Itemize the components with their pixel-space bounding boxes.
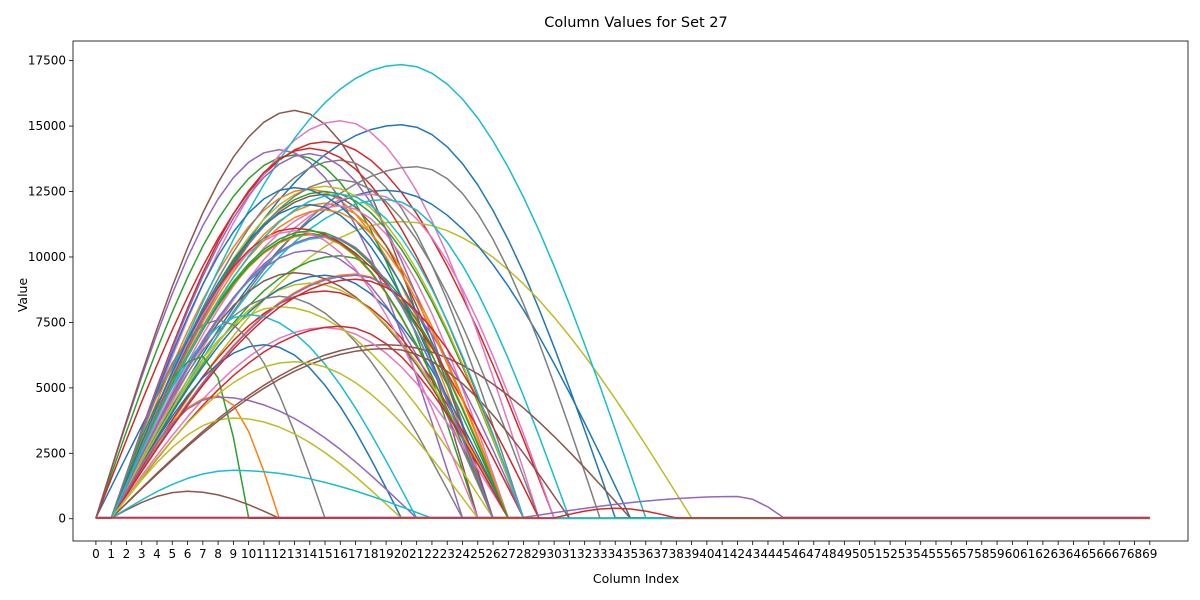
x-tick-label: 23 [440, 547, 455, 561]
x-tick-label: 67 [1112, 547, 1127, 561]
x-tick-label: 36 [638, 547, 653, 561]
x-tick-label: 56 [944, 547, 959, 561]
x-tick-label: 0 [92, 547, 100, 561]
x-tick-label: 44 [760, 547, 775, 561]
y-tick-label: 15000 [28, 119, 66, 133]
x-tick-label: 28 [516, 547, 531, 561]
series-layer [95, 63, 1150, 520]
x-tick-label: 25 [470, 547, 485, 561]
x-tick-label: 26 [485, 547, 500, 561]
y-tick-label: 2500 [35, 446, 66, 460]
x-tick-label: 53 [898, 547, 913, 561]
x-tick-label: 46 [791, 547, 806, 561]
x-tick-label: 65 [1081, 547, 1096, 561]
x-tick-label: 11 [256, 547, 271, 561]
series-line [95, 507, 1150, 519]
x-tick-label: 29 [531, 547, 546, 561]
y-axis: 0 2500 5000 7500 10000 12500 15000 17500 [28, 54, 73, 526]
x-tick-label: 69 [1142, 547, 1157, 561]
x-tick-label: 6 [184, 547, 192, 561]
y-tick-label: 5000 [35, 381, 66, 395]
x-tick-label: 42 [730, 547, 745, 561]
x-tick-label: 62 [1035, 547, 1050, 561]
x-tick-label: 55 [928, 547, 943, 561]
x-tick-label: 43 [745, 547, 760, 561]
x-tick-label: 50 [852, 547, 867, 561]
y-axis-label: Value [15, 278, 30, 313]
x-tick-label: 9 [230, 547, 238, 561]
x-tick-label: 33 [592, 547, 607, 561]
x-axis-label: Column Index [593, 571, 679, 586]
x-tick-label: 39 [684, 547, 699, 561]
x-tick-label: 19 [378, 547, 393, 561]
x-tick-label: 15 [317, 547, 332, 561]
y-tick-label: 10000 [28, 250, 66, 264]
x-tick-label: 30 [546, 547, 561, 561]
x-tick-label: 61 [1020, 547, 1035, 561]
x-tick-label: 24 [455, 547, 470, 561]
x-tick-label: 38 [669, 547, 684, 561]
x-tick-label: 4 [153, 547, 161, 561]
x-tick-label: 41 [715, 547, 730, 561]
x-tick-label: 27 [501, 547, 516, 561]
y-tick-label: 7500 [35, 315, 66, 329]
x-tick-label: 18 [363, 547, 378, 561]
x-tick-label: 13 [287, 547, 302, 561]
x-tick-label: 12 [272, 547, 287, 561]
x-tick-label: 47 [806, 547, 821, 561]
x-axis: 0 1 2 3 4 5 6 7 8 9 10 11 12 13 14 15 16 17 18 19 20 21 22 23 24… [92, 541, 1157, 561]
x-tick-label: 2 [123, 547, 131, 561]
x-tick-label: 10 [241, 547, 256, 561]
x-tick-label: 22 [424, 547, 439, 561]
x-tick-label: 20 [394, 547, 409, 561]
x-tick-label: 48 [821, 547, 836, 561]
y-tick-label: 17500 [28, 54, 66, 68]
x-tick-label: 68 [1127, 547, 1142, 561]
x-tick-label: 37 [653, 547, 668, 561]
x-tick-label: 35 [623, 547, 638, 561]
x-tick-label: 45 [776, 547, 791, 561]
x-tick-label: 5 [168, 547, 176, 561]
x-tick-label: 52 [883, 547, 898, 561]
x-tick-label: 60 [1005, 547, 1020, 561]
x-tick-label: 8 [214, 547, 222, 561]
x-tick-label: 63 [1051, 547, 1066, 561]
chart-title: Column Values for Set 27 [544, 15, 728, 31]
y-tick-label: 0 [58, 512, 66, 526]
y-tick-label: 12500 [28, 185, 66, 199]
x-tick-label: 31 [562, 547, 577, 561]
x-tick-label: 58 [974, 547, 989, 561]
x-tick-label: 66 [1096, 547, 1111, 561]
x-tick-label: 16 [333, 547, 348, 561]
x-tick-label: 64 [1066, 547, 1081, 561]
x-tick-label: 1 [107, 547, 115, 561]
x-tick-label: 34 [608, 547, 623, 561]
x-tick-label: 57 [959, 547, 974, 561]
x-tick-label: 32 [577, 547, 592, 561]
x-tick-label: 49 [837, 547, 852, 561]
x-tick-label: 21 [409, 547, 424, 561]
x-tick-label: 3 [138, 547, 146, 561]
x-tick-label: 54 [913, 547, 928, 561]
x-tick-label: 51 [867, 547, 882, 561]
x-tick-label: 59 [989, 547, 1004, 561]
x-tick-label: 7 [199, 547, 207, 561]
x-tick-label: 14 [302, 547, 317, 561]
x-tick-label: 17 [348, 547, 363, 561]
x-tick-label: 40 [699, 547, 714, 561]
